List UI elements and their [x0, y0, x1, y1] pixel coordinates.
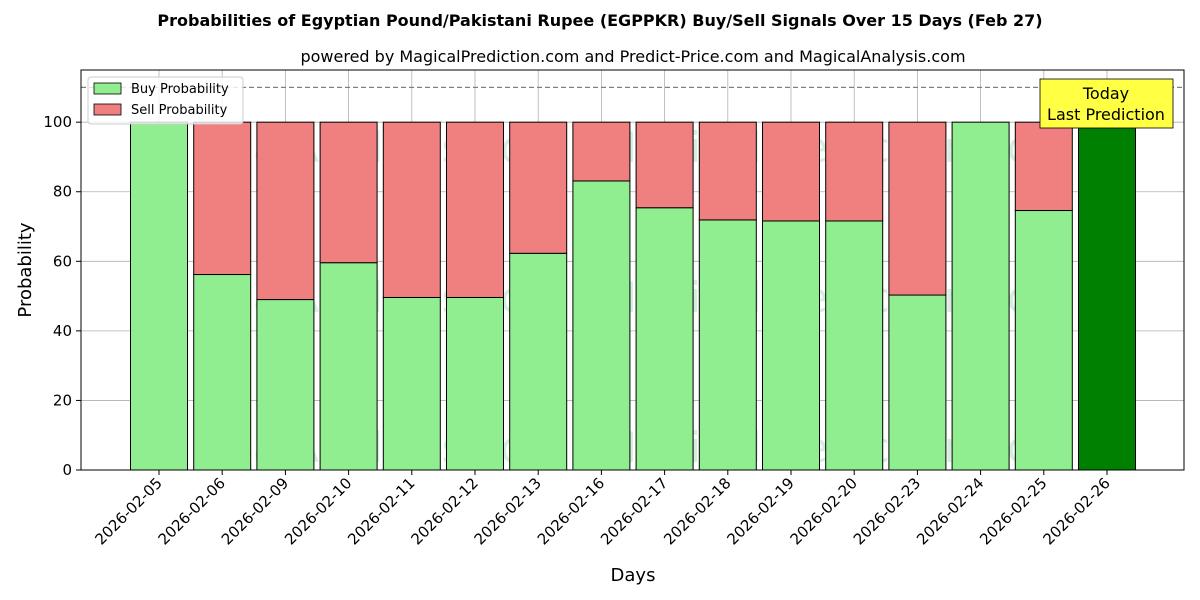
- plot-frame: [80, 69, 1185, 471]
- bar-sell: [509, 121, 568, 254]
- bar-buy: [825, 220, 884, 471]
- bar-sell: [888, 121, 947, 296]
- chart-subtitle: powered by MagicalPrediction.com and Pre…: [300, 47, 965, 66]
- bar-sell: [635, 121, 694, 209]
- legend: Buy Probability Sell Probability: [87, 76, 244, 125]
- bar-sell: [193, 121, 252, 276]
- bar-sell: [572, 121, 631, 182]
- bar-buy: [446, 296, 504, 471]
- today-box: [1039, 78, 1174, 129]
- bar-buy: [130, 121, 188, 471]
- bar-buy: [1078, 121, 1136, 471]
- bar-sell: [698, 121, 757, 221]
- bar-buy: [762, 220, 820, 471]
- bar-sell: [319, 121, 378, 264]
- legend-swatch-buy: [93, 82, 122, 95]
- today-label: Today: [1082, 84, 1129, 103]
- y-tick-label: 60: [53, 252, 72, 270]
- legend-swatch-sell: [93, 103, 122, 116]
- y-tick-label: 80: [53, 183, 72, 201]
- y-tick-label: 0: [62, 461, 72, 479]
- y-axis-label: Probability: [15, 222, 36, 317]
- y-tick-label: 20: [53, 391, 72, 409]
- bars: [130, 121, 1136, 471]
- bar-sell: [825, 121, 884, 222]
- y-tick-label: 100: [43, 113, 72, 131]
- y-tick-label: 40: [53, 322, 72, 340]
- bar-sell: [446, 121, 504, 298]
- legend-label-buy: Buy Probability: [131, 82, 229, 97]
- y-axis: 0 20 40 60 80 100: [43, 113, 81, 479]
- bar-sell: [256, 121, 315, 301]
- bar-buy: [888, 294, 947, 471]
- bar-sell: [762, 121, 820, 222]
- bar-buy: [193, 274, 252, 471]
- chart-title: Probabilities of Egyptian Pound/Pakistan…: [157, 11, 1042, 30]
- bar-buy: [509, 252, 568, 471]
- bar-sell: [1014, 121, 1073, 212]
- last-prediction-label: Last Prediction: [1047, 105, 1165, 124]
- bar-buy: [698, 219, 757, 471]
- bar-sell: [382, 121, 441, 298]
- bar-buy: [382, 296, 441, 471]
- bar-buy: [951, 121, 1010, 471]
- bar-buy: [572, 180, 631, 471]
- bar-buy: [319, 262, 378, 471]
- legend-label-sell: Sell Probability: [131, 103, 228, 118]
- x-axis-label: Days: [611, 565, 656, 586]
- legend-box: [87, 76, 244, 125]
- bar-buy: [256, 299, 315, 471]
- bar-buy: [1014, 210, 1073, 471]
- today-annotation: Today Last Prediction: [1039, 78, 1174, 129]
- bar-buy: [635, 207, 694, 471]
